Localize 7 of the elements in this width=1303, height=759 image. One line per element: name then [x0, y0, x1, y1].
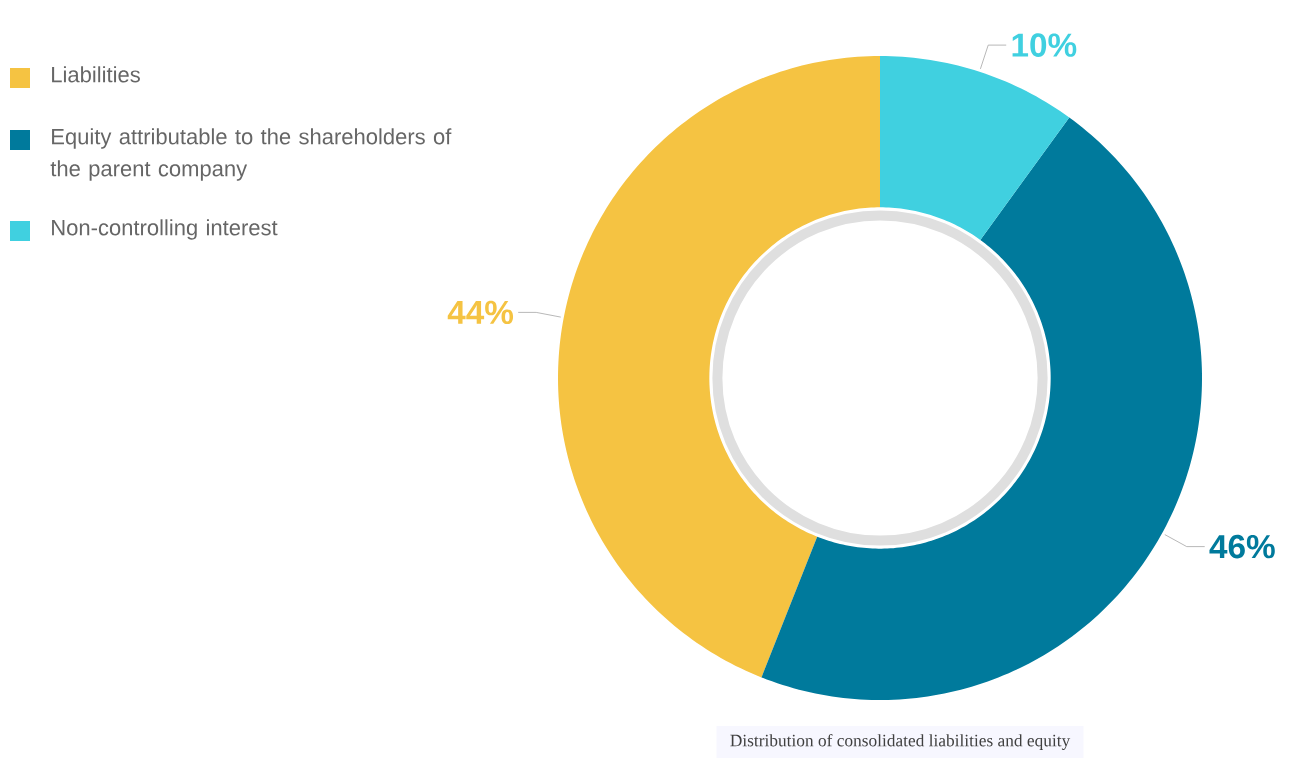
text: Distribution of consolidated liabilities and equity — [730, 734, 1071, 750]
legend-label: Liabilities — [52, 66, 140, 83]
data-label: 44% — [447, 300, 514, 325]
data-label: 10% — [1012, 33, 1077, 57]
data-label: 46% — [1209, 534, 1275, 559]
legend-label: Equity attributable to the shareholders of the parent company — [50, 128, 452, 181]
legend-label: Non-controlling interest — [52, 219, 278, 240]
